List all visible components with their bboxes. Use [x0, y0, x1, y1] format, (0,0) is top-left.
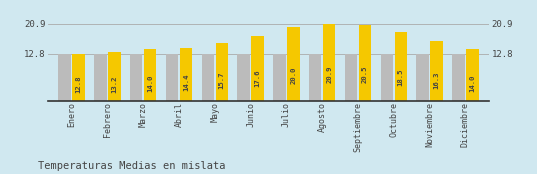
- Bar: [359, 25, 371, 101]
- Bar: [287, 27, 300, 101]
- Bar: [345, 54, 357, 101]
- Text: 12.8: 12.8: [76, 76, 82, 93]
- Bar: [309, 54, 322, 101]
- Bar: [215, 43, 228, 101]
- Bar: [395, 32, 407, 101]
- Text: Temperaturas Medias en mislata: Temperaturas Medias en mislata: [38, 161, 225, 171]
- Bar: [94, 54, 107, 101]
- Bar: [108, 52, 121, 101]
- Bar: [381, 54, 393, 101]
- Bar: [166, 54, 178, 101]
- Bar: [72, 54, 85, 101]
- Bar: [144, 49, 156, 101]
- Bar: [273, 54, 286, 101]
- Bar: [201, 54, 214, 101]
- Bar: [251, 36, 264, 101]
- Bar: [323, 23, 336, 101]
- Text: 14.4: 14.4: [183, 73, 189, 91]
- Bar: [416, 54, 429, 101]
- Text: 20.0: 20.0: [291, 66, 296, 84]
- Bar: [466, 49, 478, 101]
- Bar: [237, 54, 250, 101]
- Text: 17.6: 17.6: [255, 69, 260, 87]
- Bar: [180, 48, 192, 101]
- Text: 16.3: 16.3: [433, 71, 440, 89]
- Text: 20.9: 20.9: [326, 65, 332, 83]
- Bar: [430, 41, 443, 101]
- Text: 15.7: 15.7: [219, 72, 225, 89]
- Bar: [452, 54, 465, 101]
- Text: 14.0: 14.0: [147, 74, 153, 92]
- Text: 18.5: 18.5: [398, 68, 404, 86]
- Text: 20.5: 20.5: [362, 66, 368, 83]
- Bar: [130, 54, 142, 101]
- Text: 13.2: 13.2: [111, 75, 118, 93]
- Text: 14.0: 14.0: [469, 74, 475, 92]
- Bar: [59, 54, 71, 101]
